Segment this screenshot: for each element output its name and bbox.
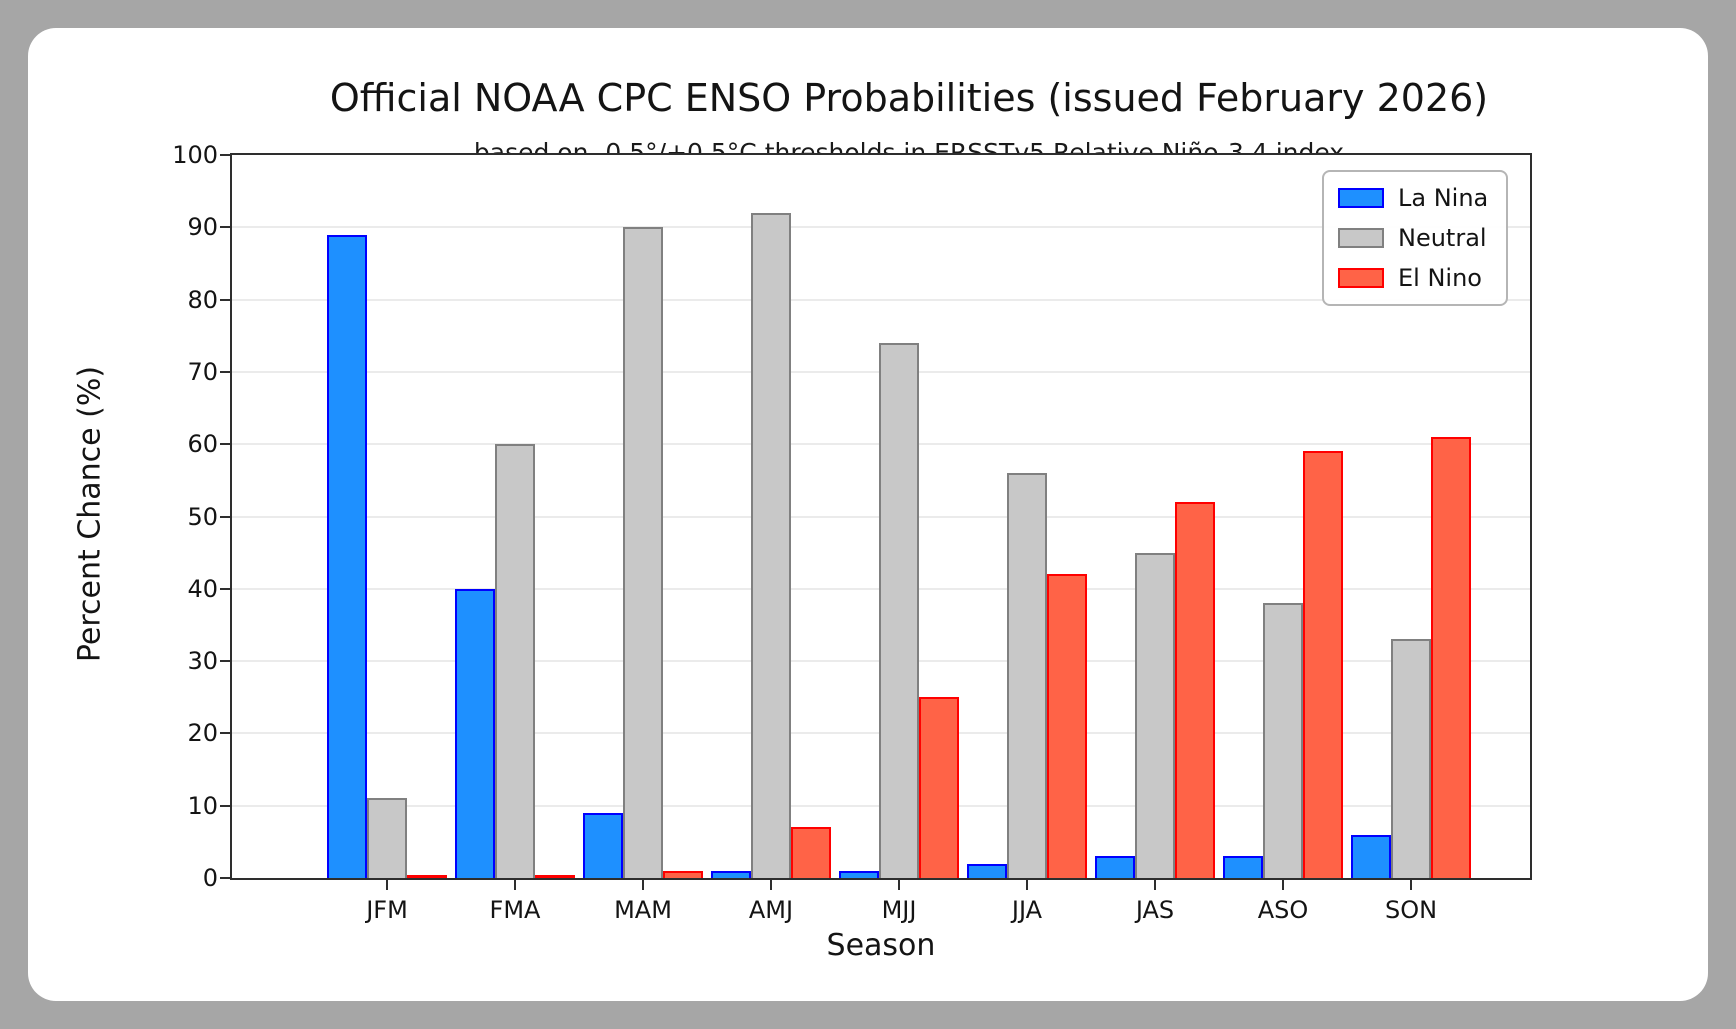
bar-la-nina-mjj bbox=[839, 870, 879, 878]
bar-el-nino-jja bbox=[1047, 574, 1087, 878]
gridline-80 bbox=[232, 298, 1530, 301]
bar-el-nino-aso bbox=[1303, 451, 1343, 878]
legend-label-el-nino: El Nino bbox=[1398, 264, 1482, 292]
x-tick-mark bbox=[1026, 880, 1028, 890]
bar-el-nino-mam bbox=[663, 870, 703, 878]
x-tick-label-jja: JJA bbox=[1011, 896, 1043, 924]
y-tick-label: 0 bbox=[202, 864, 218, 892]
bar-group-fma bbox=[455, 155, 575, 878]
legend: La Nina Neutral El Nino bbox=[1322, 170, 1509, 306]
y-axis-label: Percent Chance (%) bbox=[72, 365, 108, 663]
bar-neutral-jja bbox=[1007, 473, 1047, 878]
bar-neutral-jfm bbox=[367, 798, 407, 878]
y-tick-label: 30 bbox=[187, 647, 218, 676]
y-tick-mark bbox=[220, 660, 230, 663]
bar-group-aso bbox=[1223, 155, 1343, 878]
y-tick-mark bbox=[220, 226, 230, 229]
bar-la-nina-aso bbox=[1223, 856, 1263, 878]
legend-item-el-nino: El Nino bbox=[1338, 264, 1488, 292]
x-tick-label-mam: MAM bbox=[614, 896, 672, 924]
x-tick-label-son: SON bbox=[1384, 896, 1438, 924]
x-tick-mark bbox=[642, 880, 644, 890]
x-tick-label-jfm: JFM bbox=[366, 896, 408, 924]
y-tick-mark bbox=[220, 587, 230, 590]
bar-el-nino-fma bbox=[535, 875, 575, 878]
y-tick-label: 40 bbox=[187, 574, 218, 603]
x-axis-label: Season bbox=[826, 928, 936, 963]
x-tick-mark bbox=[514, 880, 516, 890]
bar-neutral-jas bbox=[1135, 552, 1175, 878]
plot-area bbox=[230, 153, 1532, 880]
chart-title: Official NOAA CPC ENSO Probabilities (is… bbox=[329, 76, 1489, 120]
x-tick-label-aso: ASO bbox=[1257, 896, 1309, 924]
bar-la-nina-amj bbox=[711, 870, 751, 878]
bar-el-nino-son bbox=[1431, 436, 1471, 878]
y-tick-label: 20 bbox=[187, 719, 218, 748]
y-tick-label: 100 bbox=[172, 141, 218, 169]
bar-neutral-mam bbox=[623, 227, 663, 878]
legend-label-neutral: Neutral bbox=[1398, 224, 1487, 252]
bar-neutral-amj bbox=[751, 212, 791, 878]
el-nino-swatch bbox=[1338, 268, 1384, 288]
legend-item-la-nina: La Nina bbox=[1338, 184, 1488, 212]
gridline-90 bbox=[232, 226, 1530, 229]
la-nina-swatch bbox=[1338, 188, 1384, 208]
bar-la-nina-son bbox=[1351, 834, 1391, 878]
bar-el-nino-jas bbox=[1175, 502, 1215, 878]
bar-la-nina-fma bbox=[455, 588, 495, 878]
neutral-swatch bbox=[1338, 228, 1384, 248]
x-tick-mark bbox=[770, 880, 772, 890]
y-tick-label: 80 bbox=[187, 285, 218, 314]
bar-la-nina-mam bbox=[583, 812, 623, 878]
x-tick-label-mjj: MJJ bbox=[881, 896, 917, 924]
x-tick-mark bbox=[898, 880, 900, 890]
x-tick-mark bbox=[1410, 880, 1412, 890]
y-tick-mark bbox=[220, 443, 230, 446]
x-tick-mark bbox=[1154, 880, 1156, 890]
x-tick-mark bbox=[386, 880, 388, 890]
y-tick-label: 70 bbox=[187, 357, 218, 386]
y-tick-label: 90 bbox=[187, 213, 218, 242]
x-tick-mark bbox=[1282, 880, 1284, 890]
y-tick-mark bbox=[220, 370, 230, 373]
y-tick-mark bbox=[220, 515, 230, 518]
legend-item-neutral: Neutral bbox=[1338, 224, 1488, 252]
x-tick-label-jas: JAS bbox=[1135, 896, 1175, 924]
y-tick-mark bbox=[220, 154, 230, 156]
y-tick-mark bbox=[220, 804, 230, 807]
bar-group-jfm bbox=[327, 155, 447, 878]
bar-el-nino-jfm bbox=[407, 875, 447, 878]
bar-group-mam bbox=[583, 155, 703, 878]
bar-la-nina-jja bbox=[967, 863, 1007, 878]
bar-group-jja bbox=[967, 155, 1087, 878]
bar-neutral-son bbox=[1391, 639, 1431, 878]
bar-la-nina-jfm bbox=[327, 234, 367, 878]
y-tick-mark bbox=[220, 732, 230, 735]
bar-group-jas bbox=[1095, 155, 1215, 878]
bar-el-nino-amj bbox=[791, 827, 831, 878]
y-tick-mark bbox=[220, 298, 230, 301]
bar-la-nina-jas bbox=[1095, 856, 1135, 878]
y-tick-label: 10 bbox=[187, 791, 218, 820]
bar-neutral-fma bbox=[495, 444, 535, 878]
y-tick-label: 50 bbox=[187, 502, 218, 531]
y-tick-mark bbox=[220, 877, 230, 879]
x-tick-label-amj: AMJ bbox=[748, 896, 794, 924]
legend-label-la-nina: La Nina bbox=[1398, 184, 1489, 212]
y-tick-label: 60 bbox=[187, 430, 218, 459]
bar-group-mjj bbox=[839, 155, 959, 878]
x-tick-label-fma: FMA bbox=[489, 896, 541, 924]
bar-group-amj bbox=[711, 155, 831, 878]
bar-group-son bbox=[1351, 155, 1471, 878]
bar-neutral-mjj bbox=[879, 342, 919, 878]
bar-el-nino-mjj bbox=[919, 697, 959, 878]
bar-neutral-aso bbox=[1263, 603, 1303, 878]
